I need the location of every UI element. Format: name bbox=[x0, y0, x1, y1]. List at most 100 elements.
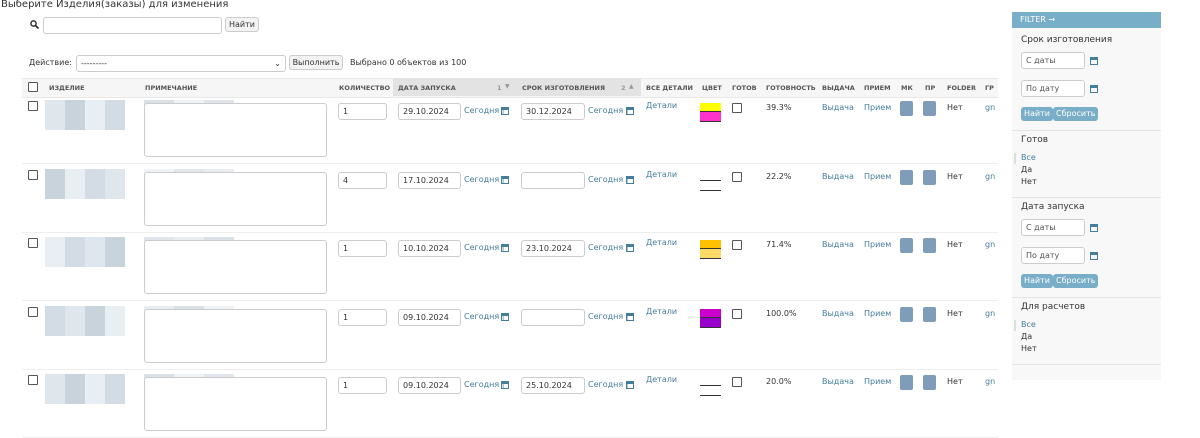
filter-option[interactable]: Все bbox=[1021, 153, 1036, 162]
quantity-input[interactable]: 4 bbox=[338, 171, 387, 189]
today-link[interactable]: Сегодня | bbox=[464, 106, 505, 115]
today-link[interactable]: Сегодня | bbox=[588, 174, 629, 184]
note-textarea[interactable] bbox=[144, 308, 327, 363]
today-link[interactable]: Сегодня | bbox=[588, 243, 629, 252]
quantity-input[interactable]: 1 bbox=[338, 103, 387, 120]
note-textarea[interactable] bbox=[144, 377, 327, 431]
calendar-icon[interactable] bbox=[1090, 57, 1098, 65]
date-from-input[interactable]: С даты bbox=[1021, 52, 1085, 69]
details-link[interactable]: Детали bbox=[646, 238, 678, 247]
issue-link[interactable]: Выдача bbox=[822, 308, 854, 318]
row-checkbox[interactable] bbox=[28, 101, 38, 111]
filter-option[interactable]: Да bbox=[1021, 165, 1033, 174]
ready-checkbox[interactable] bbox=[732, 308, 742, 319]
issue-link[interactable]: Выдача bbox=[822, 240, 854, 249]
mk-icon[interactable] bbox=[900, 101, 913, 116]
today-link[interactable]: Сегодня | bbox=[588, 380, 629, 389]
search-input[interactable] bbox=[43, 17, 222, 34]
today-link[interactable]: Сегодня | bbox=[464, 243, 505, 252]
deadline-input[interactable]: 30.12.2024 bbox=[521, 103, 585, 120]
pr-icon[interactable] bbox=[923, 101, 936, 116]
calendar-icon[interactable] bbox=[626, 175, 634, 184]
filter-reset-button[interactable]: Сбросить bbox=[1053, 274, 1099, 288]
gr-link[interactable]: gn bbox=[985, 240, 996, 249]
calendar-icon[interactable] bbox=[626, 381, 634, 389]
pr-icon[interactable] bbox=[923, 306, 936, 322]
ready-checkbox[interactable] bbox=[732, 103, 742, 113]
today-link[interactable]: Сегодня | bbox=[464, 311, 505, 321]
start-date-input[interactable]: 29.10.2024 bbox=[398, 103, 461, 120]
calendar-icon[interactable] bbox=[501, 381, 509, 389]
mk-icon[interactable] bbox=[900, 169, 913, 185]
calendar-icon[interactable] bbox=[501, 175, 509, 184]
mk-icon[interactable] bbox=[900, 238, 913, 253]
calendar-icon[interactable] bbox=[626, 244, 634, 252]
receive-link[interactable]: Прием bbox=[864, 240, 892, 249]
mk-icon[interactable] bbox=[900, 306, 913, 322]
deadline-input[interactable]: 25.10.2024 bbox=[521, 377, 585, 394]
calendar-icon[interactable] bbox=[1090, 85, 1098, 93]
date-to-input[interactable]: По дату bbox=[1021, 80, 1085, 97]
calendar-icon[interactable] bbox=[501, 107, 509, 115]
quantity-input[interactable]: 1 bbox=[338, 308, 387, 326]
calendar-icon[interactable] bbox=[1090, 224, 1098, 232]
row-checkbox[interactable] bbox=[28, 169, 38, 180]
gr-link[interactable]: gn bbox=[985, 377, 996, 386]
today-link[interactable]: Сегодня | bbox=[464, 174, 505, 184]
calendar-icon[interactable] bbox=[626, 107, 634, 115]
pr-icon[interactable] bbox=[923, 169, 936, 185]
issue-link[interactable]: Выдача bbox=[822, 377, 854, 386]
date-from-input[interactable]: С даты bbox=[1021, 219, 1085, 236]
today-link[interactable]: Сегодня | bbox=[588, 311, 629, 321]
row-checkbox[interactable] bbox=[28, 238, 38, 248]
filter-apply-button[interactable]: Найти bbox=[1021, 107, 1053, 121]
issue-link[interactable]: Выдача bbox=[822, 103, 854, 112]
note-textarea[interactable] bbox=[144, 171, 327, 226]
gr-link[interactable]: gn bbox=[985, 308, 996, 318]
gr-link[interactable]: gn bbox=[985, 103, 996, 112]
pr-icon[interactable] bbox=[923, 375, 936, 390]
receive-link[interactable]: Прием bbox=[864, 171, 892, 181]
details-link[interactable]: Детали bbox=[646, 101, 678, 110]
today-link[interactable]: Сегодня | bbox=[588, 106, 629, 115]
start-date-input[interactable]: 10.10.2024 bbox=[398, 240, 461, 257]
details-link[interactable]: Детали bbox=[646, 375, 678, 384]
start-date-input[interactable]: 17.10.2024 bbox=[398, 171, 461, 189]
filter-option[interactable]: Нет bbox=[1021, 177, 1037, 186]
ready-checkbox[interactable] bbox=[732, 171, 742, 182]
deadline-input[interactable] bbox=[521, 308, 585, 326]
run-button[interactable]: Выполнить bbox=[289, 55, 343, 70]
today-link[interactable]: Сегодня | bbox=[464, 380, 505, 389]
receive-link[interactable]: Прием bbox=[864, 308, 892, 318]
start-date-input[interactable]: 09.10.2024 bbox=[398, 308, 461, 326]
gr-link[interactable]: gn bbox=[985, 171, 996, 181]
mk-icon[interactable] bbox=[900, 375, 913, 390]
calendar-icon[interactable] bbox=[1090, 252, 1098, 260]
ready-checkbox[interactable] bbox=[732, 240, 742, 250]
issue-link[interactable]: Выдача bbox=[822, 171, 854, 181]
pr-icon[interactable] bbox=[923, 238, 936, 253]
filter-apply-button[interactable]: Найти bbox=[1021, 274, 1053, 288]
calendar-icon[interactable] bbox=[501, 312, 509, 321]
action-select[interactable]: --------- ⌄ bbox=[76, 55, 286, 72]
filter-option[interactable]: Нет bbox=[1021, 344, 1037, 353]
receive-link[interactable]: Прием bbox=[864, 103, 892, 112]
note-textarea[interactable] bbox=[144, 103, 327, 157]
search-button[interactable]: Найти bbox=[225, 17, 259, 32]
quantity-input[interactable]: 1 bbox=[338, 240, 387, 257]
start-date-input[interactable]: 09.10.2024 bbox=[398, 377, 461, 394]
receive-link[interactable]: Прием bbox=[864, 377, 892, 386]
ready-checkbox[interactable] bbox=[732, 377, 742, 387]
date-to-input[interactable]: По дату bbox=[1021, 247, 1085, 264]
calendar-icon[interactable] bbox=[501, 244, 509, 252]
filter-option[interactable]: Все bbox=[1021, 320, 1036, 329]
filter-reset-button[interactable]: Сбросить bbox=[1053, 107, 1099, 121]
filter-option[interactable]: Да bbox=[1021, 332, 1033, 341]
select-all-checkbox[interactable] bbox=[28, 82, 38, 92]
deadline-input[interactable] bbox=[521, 171, 585, 189]
note-textarea[interactable] bbox=[144, 240, 327, 294]
quantity-input[interactable]: 1 bbox=[338, 377, 387, 394]
row-checkbox[interactable] bbox=[28, 306, 38, 317]
calendar-icon[interactable] bbox=[626, 312, 634, 321]
details-link[interactable]: Детали bbox=[646, 306, 678, 316]
